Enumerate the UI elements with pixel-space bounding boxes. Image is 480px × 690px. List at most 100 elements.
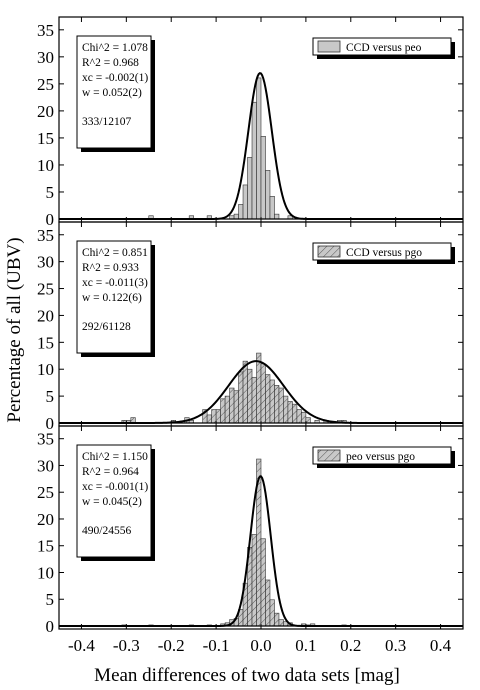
panel-1: 0 5 10 15 20 25 30 35 Chi^2 = 1.078 R^2 = 0.968 xc…: [37, 16, 464, 229]
y-tick-label: 10: [37, 156, 54, 175]
x-tick-label: 0.2: [340, 636, 361, 655]
panel-2: 0 5 10 15 20 25 30 35 Chi^2 = 0.851 R^2 = 0.933 xc…: [37, 221, 464, 433]
fit-stat-text: xc = -0.001(1): [82, 481, 148, 493]
histogram-bar: [287, 401, 293, 424]
histogram-bar: [265, 374, 271, 424]
y-tick-label: 20: [37, 510, 54, 529]
histogram-bar: [283, 395, 289, 424]
x-tick-label: -0.1: [203, 636, 230, 655]
histogram-bar: [274, 385, 280, 424]
y-tick-label: 15: [37, 537, 54, 556]
histogram-bar: [265, 579, 271, 627]
y-tick-label: 5: [46, 387, 55, 406]
legend-swatch: [317, 40, 341, 53]
y-tick-label: 25: [37, 75, 54, 94]
y-tick-label: 5: [46, 590, 55, 609]
histogram-bar: [211, 409, 217, 424]
y-tick-label: 35: [37, 430, 54, 449]
histogram-bar: [269, 599, 275, 627]
fit-stat-text: xc = -0.002(1): [82, 72, 148, 84]
histogram-bar: [238, 204, 244, 220]
y-tick-label: 15: [37, 333, 54, 352]
histogram-bar: [251, 101, 257, 220]
histogram-bar: [278, 387, 284, 424]
histogram-bar: [242, 184, 248, 220]
legend-swatch: [317, 449, 341, 462]
y-tick-label: 10: [37, 563, 54, 582]
y-tick-label: 30: [37, 48, 54, 67]
histogram-bar: [301, 411, 307, 424]
histogram-bar: [233, 213, 239, 220]
y-tick-label: 35: [37, 226, 54, 245]
count-text: 292/61128: [82, 321, 131, 333]
x-tick-label: -0.2: [158, 636, 185, 655]
histogram-bar: [260, 136, 266, 220]
histogram-bar: [260, 363, 266, 424]
legend-box: [312, 446, 452, 465]
x-axis-label: Mean differences of two data sets [mag]: [94, 665, 400, 686]
stats-box: [76, 444, 152, 558]
y-tick-label: 0: [46, 210, 55, 229]
panels: 0 5 10 15 20 25 30 35 Chi^2 = 1.078 R^2 = 0.968 xc…: [37, 16, 464, 655]
count-text: 333/12107: [82, 116, 131, 128]
histogram-bar: [215, 409, 221, 424]
y-tick-label: 25: [37, 280, 54, 299]
histogram-bar: [220, 398, 226, 424]
legend-box: [312, 37, 452, 56]
histogram-bar: [233, 390, 239, 424]
histogram-bar: [292, 403, 298, 424]
fit-stat-text: R^2 = 0.964: [82, 466, 139, 478]
legend-box: [312, 242, 452, 261]
fit-stat-text: Chi^2 = 1.150: [82, 451, 148, 463]
fit-stat-text: w = 0.122(6): [82, 292, 142, 304]
histogram-bar: [278, 619, 284, 627]
y-tick-label: 10: [37, 360, 54, 379]
y-tick-label: 5: [46, 183, 55, 202]
x-tick-label: 0.1: [295, 636, 316, 655]
fit-stat-text: R^2 = 0.933: [82, 262, 139, 274]
legend-label: CCD versus pgo: [346, 247, 422, 259]
histogram-bar: [206, 414, 212, 424]
legend-label: CCD versus peo: [346, 42, 422, 54]
histogram-bar: [251, 534, 257, 627]
histogram-bar: [269, 196, 275, 220]
fit-stat-text: R^2 = 0.968: [82, 57, 139, 69]
histogram-bar: [305, 417, 311, 424]
stats-box: [76, 35, 152, 149]
histogram-bar: [274, 612, 280, 627]
x-tick-label: -0.4: [68, 636, 95, 655]
histogram-bar: [256, 77, 262, 220]
fit-stat-text: Chi^2 = 1.078: [82, 42, 148, 54]
y-tick-label: 25: [37, 483, 54, 502]
histogram-bar: [242, 360, 248, 424]
y-tick-label: 35: [37, 21, 54, 40]
histogram-bar: [260, 538, 266, 627]
histogram-bar: [274, 213, 280, 220]
stats-box: [76, 240, 152, 354]
histogram-bar: [247, 368, 253, 424]
histogram-bar: [229, 387, 235, 424]
histogram-bar: [238, 371, 244, 424]
fit-stat-text: w = 0.052(2): [82, 87, 142, 99]
y-tick-label: 20: [37, 306, 54, 325]
fit-stat-text: w = 0.045(2): [82, 496, 142, 508]
y-tick-label: 0: [46, 414, 55, 433]
y-tick-label: 20: [37, 102, 54, 121]
x-tick-label: 0.0: [250, 636, 271, 655]
y-tick-label: 0: [46, 617, 55, 636]
x-tick-label: -0.3: [113, 636, 140, 655]
count-text: 490/24556: [82, 525, 131, 537]
y-tick-label: 15: [37, 129, 54, 148]
y-tick-label: 30: [37, 456, 54, 475]
y-tick-label: 30: [37, 253, 54, 272]
legend-swatch: [317, 245, 341, 258]
histogram-bar: [256, 352, 262, 424]
fit-stat-text: Chi^2 = 0.851: [82, 247, 148, 259]
panel-3: 0 5 10 15 20 25 30 35 -0.4 -0.3 -0.2 -0.1 0.0 0.1 0.2 0…: [37, 425, 464, 655]
histogram-bar: [265, 170, 271, 220]
histogram-bar: [251, 376, 257, 424]
legend-label: peo versus pgo: [346, 451, 415, 463]
x-tick-label: 0.4: [430, 636, 452, 655]
histogram-bar: [224, 395, 230, 424]
